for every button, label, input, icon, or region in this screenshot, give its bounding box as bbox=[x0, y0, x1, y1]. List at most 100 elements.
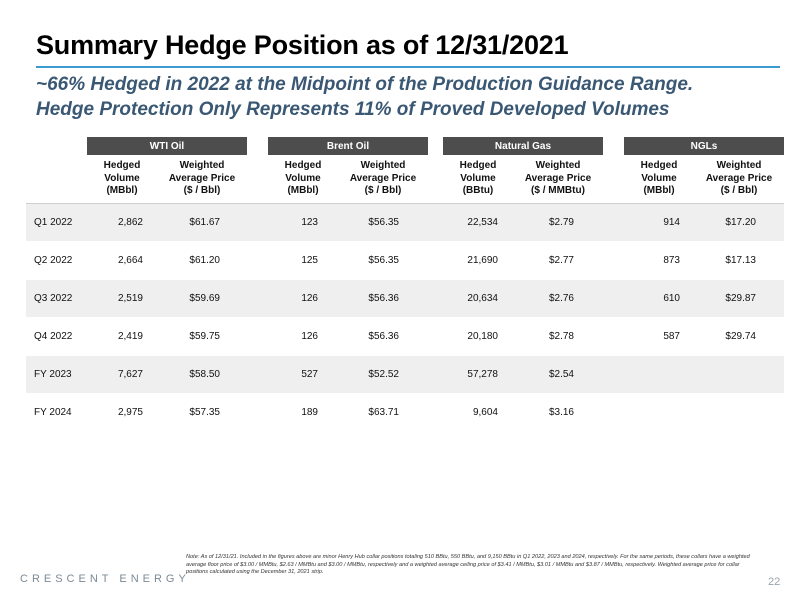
hedged-volume-cell: 873 bbox=[663, 255, 680, 266]
hedged-volume-cell: 125 bbox=[301, 255, 318, 266]
table-row: FY 2024 2,975 $57.35 189 $63.71 9,604 $3.16 bbox=[26, 394, 784, 431]
table-row: Q1 2022 2,862 $61.67 123 $56.35 22,534 $2.79 91… bbox=[26, 204, 784, 241]
column-header-line: Hedged bbox=[103, 160, 141, 172]
column-header-line: Weighted bbox=[716, 160, 762, 172]
volume-column-header: Hedged Volume (BBtu) bbox=[443, 158, 513, 200]
row-period-label: Q2 2022 bbox=[34, 255, 73, 266]
hedged-volume-cell: 20,634 bbox=[467, 293, 498, 304]
column-header-line: Weighted bbox=[535, 160, 581, 172]
hedged-volume-cell: 9,604 bbox=[472, 407, 498, 418]
hedged-volume-cell: 610 bbox=[663, 293, 680, 304]
hedged-volume-cell: 2,664 bbox=[117, 255, 143, 266]
column-header-line: ($ / Bbl) bbox=[720, 185, 758, 197]
weighted-price-cell: $17.20 bbox=[725, 217, 756, 228]
weighted-price-cell: $56.36 bbox=[368, 293, 399, 304]
column-header-line: Average Price bbox=[349, 172, 417, 184]
hedged-volume-cell: 20,180 bbox=[467, 331, 498, 342]
row-period-label: FY 2024 bbox=[34, 407, 72, 418]
weighted-price-cell: $56.35 bbox=[368, 255, 399, 266]
weighted-price-cell: $56.35 bbox=[368, 217, 399, 228]
weighted-price-cell: $17.13 bbox=[725, 255, 756, 266]
column-header-line: Volume bbox=[104, 172, 140, 184]
weighted-price-cell: $59.69 bbox=[189, 293, 220, 304]
column-header-line: Weighted bbox=[179, 160, 225, 172]
column-header-line: Average Price bbox=[524, 172, 592, 184]
weighted-price-cell: $29.74 bbox=[725, 331, 756, 342]
weighted-price-cell: $61.67 bbox=[189, 217, 220, 228]
row-period-label: Q3 2022 bbox=[34, 293, 73, 304]
column-header-line: Volume bbox=[285, 172, 321, 184]
weighted-price-cell: $2.79 bbox=[548, 217, 574, 228]
page-title: Summary Hedge Position as of 12/31/2021 bbox=[36, 30, 569, 60]
price-column-header: Weighted Average Price ($ / Bbl) bbox=[338, 158, 428, 200]
hedged-volume-cell: 189 bbox=[301, 407, 318, 418]
volume-column-header: Hedged Volume (MBbl) bbox=[624, 158, 694, 200]
volume-column-header: Hedged Volume (MBbl) bbox=[268, 158, 338, 200]
footnote: Note: As of 12/31/21. Included in the fi… bbox=[186, 554, 750, 575]
column-header-line: Volume bbox=[641, 172, 677, 184]
hedged-volume-cell bbox=[610, 356, 680, 393]
weighted-price-cell: $56.36 bbox=[368, 331, 399, 342]
group-header-1: Brent Oil bbox=[268, 137, 428, 155]
weighted-price-cell: $29.87 bbox=[725, 293, 756, 304]
row-period-label: Q4 2022 bbox=[34, 331, 73, 342]
page-number: 22 bbox=[768, 576, 781, 588]
weighted-price-cell: $57.35 bbox=[189, 407, 220, 418]
company-logo: CRESCENT ENERGY bbox=[20, 573, 190, 585]
weighted-price-cell bbox=[686, 356, 756, 393]
weighted-price-cell: $2.77 bbox=[548, 255, 574, 266]
group-header-0: WTI Oil bbox=[87, 137, 247, 155]
price-column-header: Weighted Average Price ($ / Bbl) bbox=[157, 158, 247, 200]
hedged-volume-cell: 2,975 bbox=[117, 407, 143, 418]
hedged-volume-cell: 7,627 bbox=[117, 369, 143, 380]
weighted-price-cell: $2.78 bbox=[548, 331, 574, 342]
column-header-line: Hedged bbox=[459, 160, 497, 172]
row-period-label: FY 2023 bbox=[34, 369, 72, 380]
column-header-line: Weighted bbox=[360, 160, 406, 172]
group-header-2: Natural Gas bbox=[443, 137, 603, 155]
weighted-price-cell bbox=[686, 394, 756, 431]
weighted-price-cell: $52.52 bbox=[368, 369, 399, 380]
table-row: Q4 2022 2,419 $59.75 126 $56.36 20,180 $2.78 58… bbox=[26, 318, 784, 355]
hedged-volume-cell: 2,519 bbox=[117, 293, 143, 304]
column-header-line: Hedged bbox=[284, 160, 322, 172]
hedged-volume-cell: 123 bbox=[301, 217, 318, 228]
weighted-price-cell: $2.54 bbox=[548, 369, 574, 380]
weighted-price-cell: $3.16 bbox=[548, 407, 574, 418]
title-divider bbox=[36, 66, 780, 68]
page-subtitle: ~66% Hedged in 2022 at the Midpoint of t… bbox=[36, 72, 776, 122]
price-column-header: Weighted Average Price ($ / MMBtu) bbox=[513, 158, 603, 200]
hedged-volume-cell: 2,862 bbox=[117, 217, 143, 228]
group-header-3: NGLs bbox=[624, 137, 784, 155]
header-divider bbox=[26, 203, 784, 204]
price-column-header: Weighted Average Price ($ / Bbl) bbox=[694, 158, 784, 200]
weighted-price-cell: $59.75 bbox=[189, 331, 220, 342]
table-row: FY 2023 7,627 $58.50 527 $52.52 57,278 $2.54 bbox=[26, 356, 784, 393]
column-header-line: Hedged bbox=[640, 160, 678, 172]
hedged-volume-cell bbox=[610, 394, 680, 431]
column-header-line: Volume bbox=[460, 172, 496, 184]
column-header-line: ($ / MMBtu) bbox=[531, 185, 585, 197]
hedged-volume-cell: 126 bbox=[301, 293, 318, 304]
column-header-line: (BBtu) bbox=[462, 185, 494, 197]
column-header-line: (MBbl) bbox=[287, 185, 319, 197]
hedged-volume-cell: 126 bbox=[301, 331, 318, 342]
volume-column-header: Hedged Volume (MBbl) bbox=[87, 158, 157, 200]
column-header-line: Average Price bbox=[705, 172, 773, 184]
table-row: Q2 2022 2,664 $61.20 125 $56.35 21,690 $2.77 87… bbox=[26, 242, 784, 279]
weighted-price-cell: $2.76 bbox=[548, 293, 574, 304]
hedged-volume-cell: 2,419 bbox=[117, 331, 143, 342]
subtitle-line-2: Hedge Protection Only Represents 11% of … bbox=[36, 99, 670, 120]
hedged-volume-cell: 587 bbox=[663, 331, 680, 342]
column-header-line: (MBbl) bbox=[643, 185, 675, 197]
column-header-line: Average Price bbox=[168, 172, 236, 184]
weighted-price-cell: $61.20 bbox=[189, 255, 220, 266]
column-header-line: ($ / Bbl) bbox=[364, 185, 402, 197]
hedged-volume-cell: 22,534 bbox=[467, 217, 498, 228]
hedged-volume-cell: 57,278 bbox=[467, 369, 498, 380]
column-header-line: (MBbl) bbox=[106, 185, 138, 197]
subtitle-line-1: ~66% Hedged in 2022 at the Midpoint of t… bbox=[36, 74, 694, 95]
weighted-price-cell: $58.50 bbox=[189, 369, 220, 380]
column-header-line: ($ / Bbl) bbox=[183, 185, 221, 197]
hedged-volume-cell: 21,690 bbox=[467, 255, 498, 266]
